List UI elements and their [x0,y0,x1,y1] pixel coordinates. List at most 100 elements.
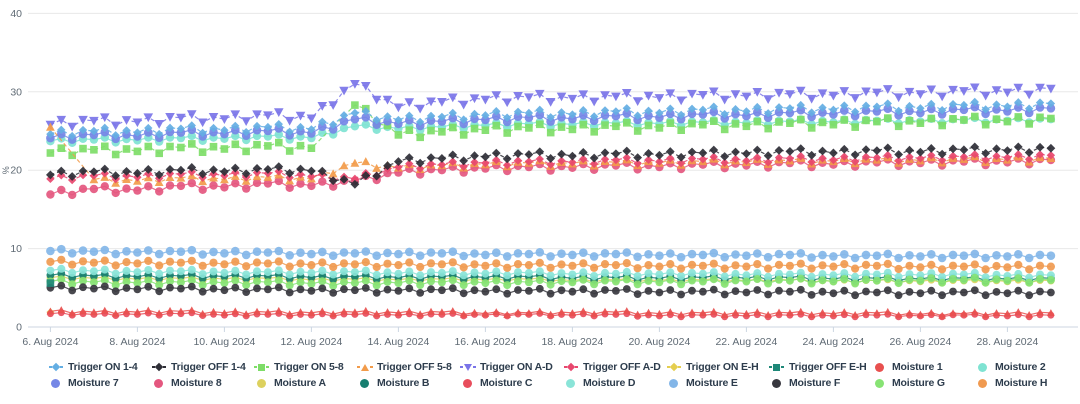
series-marker [133,259,142,268]
series-marker [1035,250,1045,260]
series-marker [340,285,348,294]
series-marker [503,281,512,290]
legend-item-moisture-e[interactable]: Moisture E [664,377,767,389]
series-marker [894,264,903,274]
series-marker [296,267,305,276]
series-marker [252,110,262,120]
legend-item-moisture-h[interactable]: Moisture H [973,377,1076,389]
series-marker [404,153,414,163]
series-marker [133,186,142,195]
series-marker [905,152,914,162]
series-marker [904,87,915,97]
series-marker [67,249,77,258]
series-marker [242,270,251,279]
legend-item-moisture-1[interactable]: Moisture 1 [870,361,973,373]
x-axis-tick-label: 18. Aug 2024 [541,336,603,348]
series-marker [785,154,795,163]
series-marker [655,251,664,260]
series-marker [503,263,512,272]
series-marker [546,289,555,298]
legend-item-moisture-2[interactable]: Moisture 2 [973,361,1076,373]
series-marker [753,275,762,283]
series-marker [296,179,305,188]
series-marker [492,121,501,130]
series-marker [372,270,381,279]
legend-item-moisture-f[interactable]: Moisture F [767,377,870,389]
series-marker [937,253,947,263]
series-marker [709,307,718,315]
series-marker [970,150,979,159]
series-marker [666,119,675,127]
series-marker [785,261,795,270]
legend-item-moisture-c[interactable]: Moisture C [458,377,561,389]
legend-item-trigger-off-5-8[interactable]: Trigger OFF 5-8 [355,361,458,373]
legend-item-moisture-b[interactable]: Moisture B [355,377,458,389]
series-marker [405,126,414,134]
series-marker [948,144,958,154]
series-marker [687,260,697,269]
legend-item-moisture-g[interactable]: Moisture G [870,377,973,389]
series-marker [567,94,578,104]
series-marker [470,124,479,133]
series-marker [883,286,892,295]
series-marker [720,272,729,281]
series-marker [960,116,968,124]
series-marker [893,93,904,103]
legend-item-moisture-7[interactable]: Moisture 7 [46,377,149,389]
series-marker [894,253,903,263]
series-marker [1046,143,1056,153]
series-marker [285,127,294,136]
series-marker [590,280,599,289]
legend-item-trigger-on-1-4[interactable]: Trigger ON 1-4 [46,361,149,373]
series-marker [481,279,490,288]
series-marker [371,95,382,105]
series-marker [122,166,131,176]
series-marker [916,252,925,261]
series-marker [209,267,218,276]
series-marker [719,95,730,105]
series-marker [905,251,914,260]
series-marker [383,116,392,126]
series-marker [959,262,969,271]
series-marker [361,120,370,129]
legend-item-moisture-8[interactable]: Moisture 8 [149,377,252,389]
moisture-7-marker-icon [46,378,65,388]
series-marker [448,247,458,256]
x-axis-tick-label: 14. Aug 2024 [367,336,429,348]
legend-item-moisture-d[interactable]: Moisture D [561,377,664,389]
series-marker [405,307,414,315]
series-marker [1046,251,1056,260]
series-marker [709,248,719,258]
series-marker [970,97,979,107]
series-marker [89,116,99,126]
series-marker [133,268,142,277]
legend-item-trigger-off-a-d[interactable]: Trigger OFF A-D [561,361,664,373]
series-marker [513,249,523,258]
series-marker [492,267,501,276]
legend-item-trigger-on-a-d[interactable]: Trigger ON A-D [458,361,561,373]
series-marker [176,113,186,123]
series-marker [796,259,805,268]
series-marker [502,113,512,122]
series-marker [166,277,174,286]
legend-item-trigger-on-e-h[interactable]: Trigger ON E-H [664,361,767,373]
series-marker [655,278,664,287]
legend-item-moisture-a[interactable]: Moisture A [252,377,355,389]
series-marker [774,107,784,117]
legend-item-trigger-on-5-8[interactable]: Trigger ON 5-8 [252,361,355,373]
timeseries-chart[interactable]: 0 10 20 30 40% 6. Aug 2024 8. Aug 2024 10. Aug … [0,0,1080,358]
series-marker [481,111,490,120]
series-marker [1003,289,1012,298]
legend-item-trigger-off-1-4[interactable]: Trigger OFF 1-4 [149,361,252,373]
series-marker [568,270,577,279]
series-marker [786,287,794,296]
series-marker [448,267,457,276]
series-marker [1025,291,1034,300]
series-marker [513,149,523,158]
series-marker [882,85,893,94]
x-axis-tick-label: 24. Aug 2024 [802,336,864,348]
series-marker [144,266,153,274]
legend-item-trigger-off-e-h[interactable]: Trigger OFF E-H [767,361,870,373]
series-marker [198,250,207,259]
series-marker [339,116,349,126]
